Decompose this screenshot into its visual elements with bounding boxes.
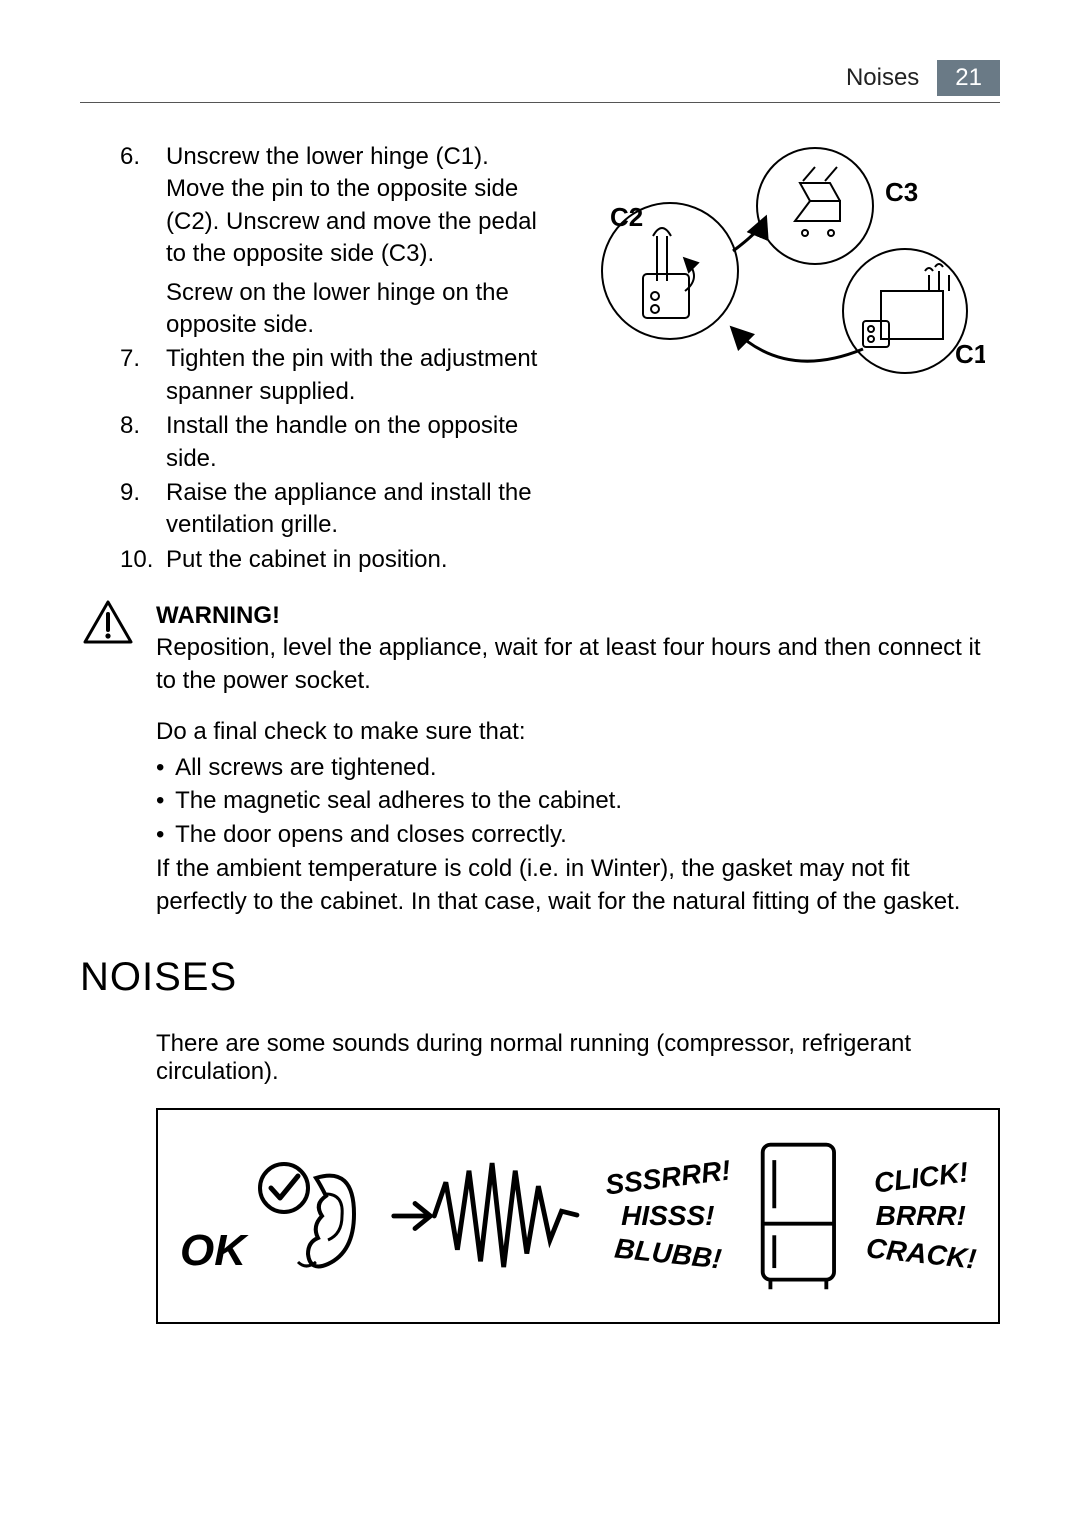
instruction-steps: 6. Unscrew the lower hinge (C1). Move th… <box>120 141 550 576</box>
sounds-right-column: CLICK! BRRR! CRACK! <box>866 1162 976 1270</box>
sound-blubb: BLUBB! <box>603 1231 732 1276</box>
page-number: 21 <box>937 60 1000 96</box>
step-6-extra: Screw on the lower hinge on the opposite… <box>166 277 550 342</box>
sounds-left-column: SSSRRR! HISSS! BLUBB! <box>605 1162 731 1270</box>
page-header: Noises 21 <box>80 60 1000 103</box>
step-10: 10. Put the cabinet in position. <box>120 544 550 576</box>
soundwave-icon <box>388 1151 581 1281</box>
sound-hisss: HISSS! <box>605 1200 731 1232</box>
noises-intro: There are some sounds during normal runn… <box>156 1030 1000 1086</box>
sound-click: CLICK! <box>864 1155 978 1200</box>
check-item-2: The magnetic seal adheres to the cabinet… <box>156 784 1000 818</box>
hinge-diagram: C2 C3 <box>585 141 985 401</box>
warning-body: Reposition, level the appliance, wait fo… <box>156 632 1000 697</box>
diagram-label-c3: C3 <box>885 177 918 207</box>
check-item-3: The door opens and closes correctly. <box>156 818 1000 852</box>
noises-title: NOISES <box>80 955 1000 1000</box>
check-item-1: All screws are tightened. <box>156 751 1000 785</box>
step-7: 7. Tighten the pin with the adjustment s… <box>120 343 550 408</box>
sound-crack: CRACK! <box>864 1232 977 1275</box>
header-section-label: Noises <box>846 64 919 92</box>
step-9: 9. Raise the appliance and install the v… <box>120 477 550 542</box>
fridge-icon <box>755 1136 842 1296</box>
ok-ear-icon <box>254 1156 364 1276</box>
step-6: 6. Unscrew the lower hinge (C1). Move th… <box>120 141 550 341</box>
warning-heading: WARNING! <box>156 600 1000 632</box>
check-note: If the ambient temperature is cold (i.e.… <box>156 852 1000 919</box>
ok-label: OK <box>180 1226 246 1276</box>
diagram-label-c2: C2 <box>610 202 643 232</box>
sound-sssrrr: SSSRRR! <box>603 1154 732 1201</box>
warning-icon <box>83 600 133 646</box>
step-6-text: Unscrew the lower hinge (C1). Move the p… <box>166 143 537 267</box>
noises-illustration-box: OK SSSRRR! HISSS! BLUBB! <box>156 1108 1000 1324</box>
step-8: 8. Install the handle on the opposite si… <box>120 410 550 475</box>
sound-brrr: BRRR! <box>866 1200 976 1232</box>
final-check-block: Do a final check to make sure that: All … <box>156 715 1000 919</box>
diagram-label-c1: C1 <box>955 339 985 369</box>
check-intro: Do a final check to make sure that: <box>156 715 1000 749</box>
